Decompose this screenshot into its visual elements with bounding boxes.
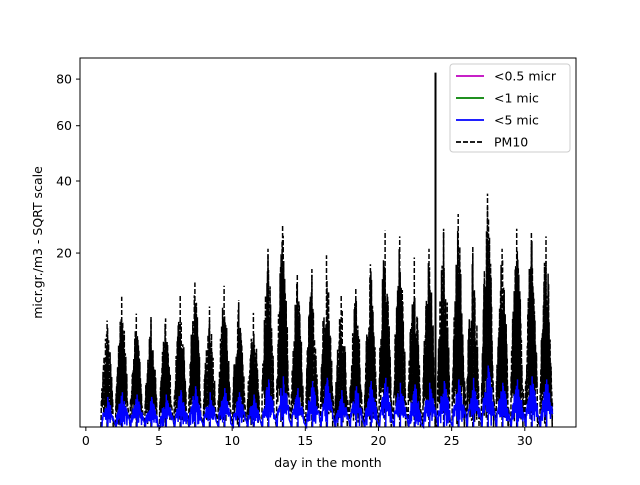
x-tick-label: 0 (82, 433, 90, 448)
x-tick-label: 5 (155, 433, 163, 448)
x-axis: 0 5 10 15 20 25 30 (82, 427, 533, 448)
legend-label: <5 mic (494, 113, 539, 128)
y-tick-label: 60 (56, 118, 72, 133)
y-tick-label: 20 (56, 246, 72, 261)
y-tick-label: 40 (56, 174, 72, 189)
series-pm10 (100, 206, 554, 430)
plot-frame (79, 57, 577, 428)
y-axis-label: micr.gr./m3 - SQRT scale (30, 166, 45, 319)
legend-box (449, 63, 571, 153)
x-tick-label: 10 (224, 433, 240, 448)
x-tick-label: 15 (297, 433, 313, 448)
legend-label: <1 mic (494, 91, 539, 106)
legend-label: PM10 (494, 135, 528, 150)
legend-label: <0.5 micr (494, 69, 557, 84)
x-axis-label: day in the month (274, 455, 381, 470)
series-layer (100, 72, 554, 430)
x-tick-label: 20 (371, 433, 387, 448)
x-tick-label: 30 (517, 433, 533, 448)
x-tick-label: 25 (444, 433, 460, 448)
legend: <0.5 micr <1 mic <5 mic PM10 (449, 63, 571, 153)
y-tick-label: 80 (56, 72, 72, 87)
y-axis: 20 40 60 80 (56, 72, 80, 261)
